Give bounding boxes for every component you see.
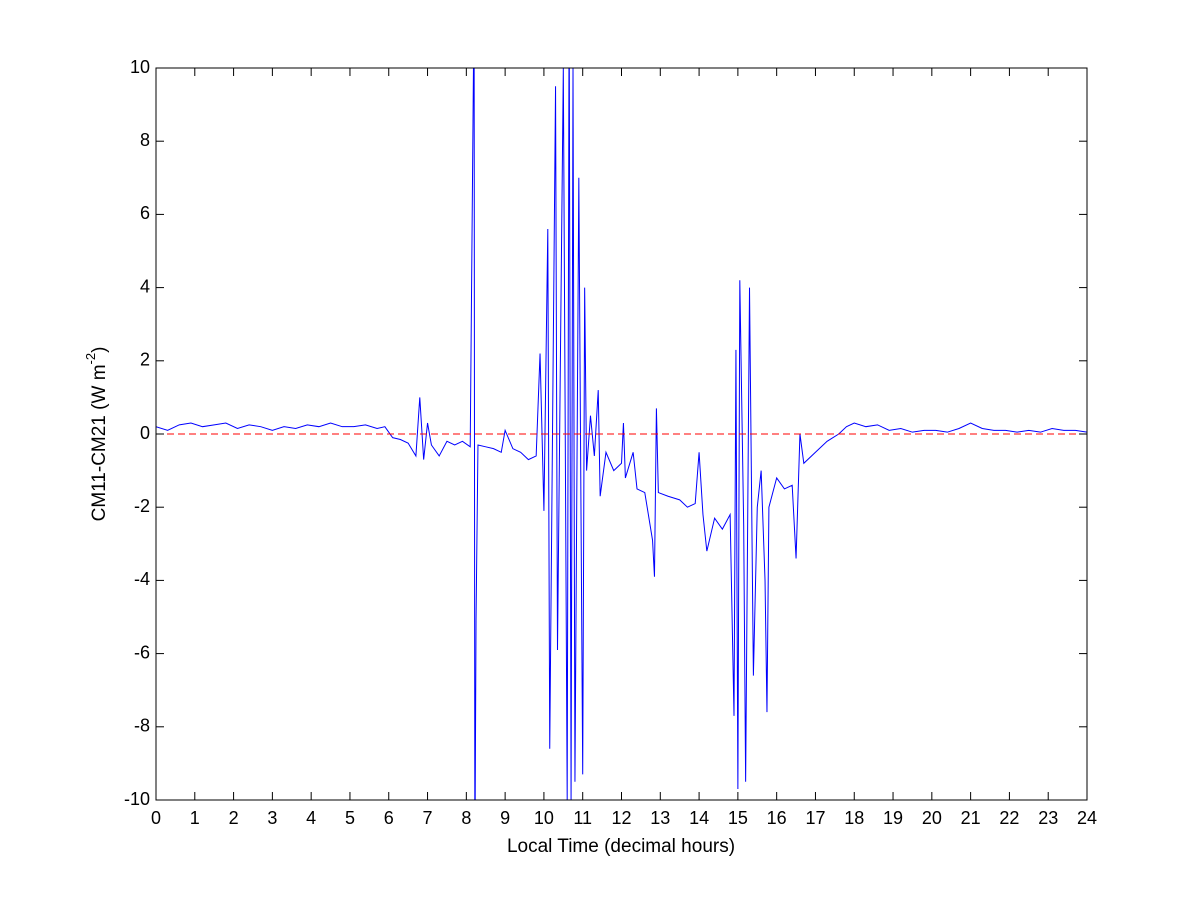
y-tick-label: 10 bbox=[130, 57, 150, 77]
y-label-sup: -2 bbox=[83, 353, 98, 365]
x-tick-label: 17 bbox=[805, 808, 825, 828]
x-tick-label: 16 bbox=[767, 808, 787, 828]
y-tick-label: -4 bbox=[134, 569, 150, 589]
y-tick-label: 2 bbox=[140, 350, 150, 370]
x-tick-label: 11 bbox=[573, 808, 592, 828]
x-tick-label: 12 bbox=[611, 808, 631, 828]
y-tick-label: -6 bbox=[134, 642, 150, 662]
x-tick-label: 7 bbox=[423, 808, 433, 828]
x-tick-label: 13 bbox=[650, 808, 670, 828]
data-line bbox=[156, 68, 1087, 800]
x-tick-label: 10 bbox=[534, 808, 554, 828]
x-tick-label: 2 bbox=[229, 808, 239, 828]
y-tick-label: 6 bbox=[140, 203, 150, 223]
x-tick-label: 8 bbox=[461, 808, 471, 828]
x-tick-label: 19 bbox=[883, 808, 903, 828]
x-tick-label: 23 bbox=[1038, 808, 1058, 828]
y-tick-label: -8 bbox=[134, 716, 150, 736]
x-tick-label: 9 bbox=[500, 808, 510, 828]
x-axis-label: Local Time (decimal hours) bbox=[507, 836, 735, 857]
x-tick-label: 15 bbox=[728, 808, 748, 828]
y-tick-label: 8 bbox=[140, 130, 150, 150]
x-tick-label: 6 bbox=[384, 808, 394, 828]
y-axis-label: CM11-CM21 (W m-2) bbox=[83, 347, 110, 522]
x-tick-label: 4 bbox=[306, 808, 316, 828]
y-tick-label: -2 bbox=[134, 496, 150, 516]
y-label-close: ) bbox=[89, 347, 110, 353]
x-tick-label: 18 bbox=[844, 808, 864, 828]
x-tick-label: 1 bbox=[190, 808, 200, 828]
y-label-text: CM11-CM21 (W m bbox=[89, 364, 110, 521]
x-tick-label: 22 bbox=[999, 808, 1019, 828]
plot-area bbox=[156, 68, 1087, 800]
y-tick-label: 4 bbox=[140, 276, 150, 296]
x-tick-label: 24 bbox=[1077, 808, 1097, 828]
x-tick-label: 21 bbox=[961, 808, 981, 828]
x-tick-label: 20 bbox=[922, 808, 942, 828]
y-tick-label: -10 bbox=[124, 789, 150, 809]
y-tick-label: 0 bbox=[140, 423, 150, 443]
x-tick-label: 0 bbox=[151, 808, 161, 828]
x-tick-label: 3 bbox=[267, 808, 277, 828]
x-tick-label: 5 bbox=[345, 808, 355, 828]
x-tick-label: 14 bbox=[689, 808, 709, 828]
